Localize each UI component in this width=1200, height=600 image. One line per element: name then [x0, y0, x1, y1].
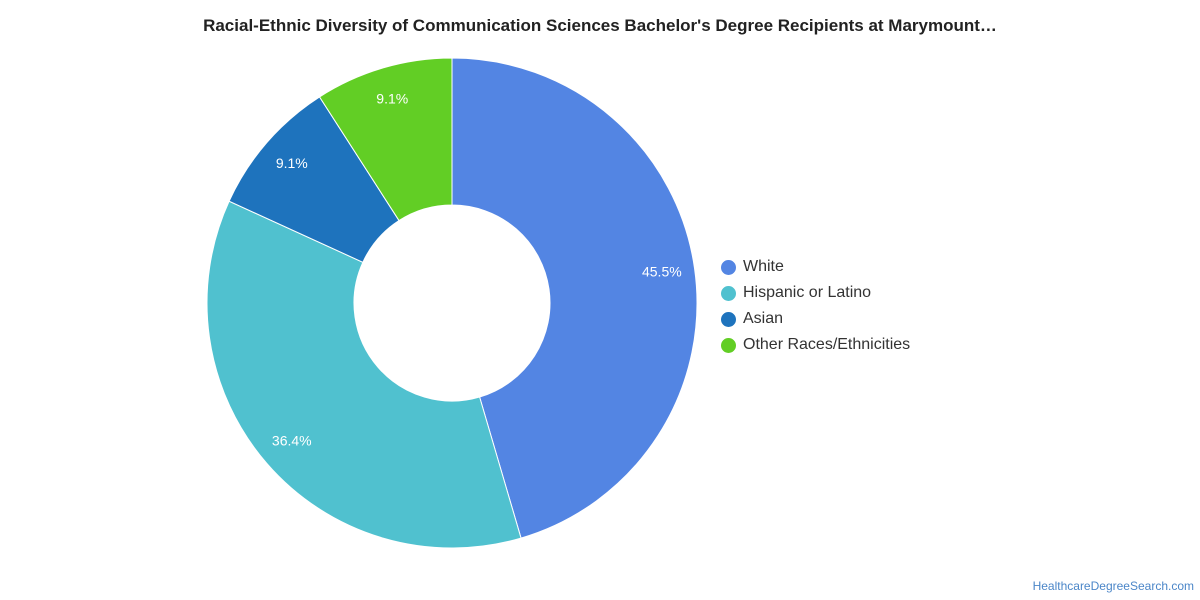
- legend-item-hispanic-or-latino[interactable]: Hispanic or Latino: [721, 280, 910, 306]
- legend-swatch-icon: [721, 285, 736, 301]
- legend-swatch-icon: [721, 259, 736, 275]
- slice-white[interactable]: [451, 57, 698, 539]
- slice-label-white: 45.5%: [642, 264, 682, 280]
- legend-label: White: [743, 258, 784, 275]
- legend-swatch-icon: [721, 311, 736, 327]
- slice-hispanic-or-latino[interactable]: [206, 200, 522, 549]
- chart-title: Racial-Ethnic Diversity of Communication…: [203, 16, 997, 35]
- legend-label: Asian: [743, 310, 784, 327]
- slice-label-hispanic-or-latino: 36.4%: [272, 433, 312, 449]
- slice-labels: 45.5% 36.4% 9.1% 9.1%: [272, 90, 682, 448]
- legend-label: Other Races/Ethnicities: [743, 336, 911, 353]
- source-link[interactable]: HealthcareDegreeSearch.com: [1032, 579, 1194, 593]
- donut-slices: [206, 57, 698, 549]
- legend-item-white[interactable]: White: [721, 254, 910, 280]
- legend-item-other-races-ethnicities[interactable]: Other Races/Ethnicities: [721, 332, 910, 358]
- slice-label-asian: 9.1%: [276, 155, 308, 171]
- legend-item-asian[interactable]: Asian: [721, 306, 910, 332]
- legend-label: Hispanic or Latino: [743, 284, 872, 301]
- slice-other-races-ethnicities[interactable]: [318, 57, 453, 222]
- legend-swatch-icon: [721, 337, 736, 353]
- chart-legend: White Hispanic or Latino Asian Other Races/…: [721, 254, 910, 358]
- slice-label-other-races-ethnicities: 9.1%: [376, 90, 408, 106]
